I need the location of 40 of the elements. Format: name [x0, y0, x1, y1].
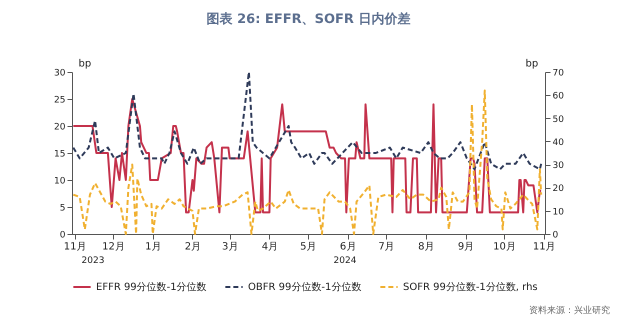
- x-tick-label: 10月: [493, 242, 516, 252]
- y2-axis-title: bp: [526, 58, 538, 70]
- text: 2024: [334, 256, 357, 266]
- line-series: [72, 90, 542, 235]
- legend-label: SOFR 99分位数-1分位数, rhs: [403, 281, 538, 293]
- y-axis-title: bp: [78, 58, 92, 70]
- text: 2023: [82, 256, 104, 266]
- y2-tick-label: 70: [552, 68, 564, 78]
- x-tick-label: 6月: [340, 242, 356, 252]
- y2-tick-label: 40: [552, 138, 564, 148]
- line-series: [72, 98, 542, 214]
- y-tick-label: 20: [54, 122, 66, 132]
- x-tick-label: 9月: [458, 242, 474, 252]
- chart-title: 图表 26: EFFR、SOFR 日内价差: [206, 12, 410, 27]
- x-tick-label: 7月: [378, 242, 395, 252]
- x-tick-label: 1月: [145, 242, 162, 252]
- x-tick-label: 8月: [418, 242, 434, 252]
- x-tick-label: 4月: [262, 242, 278, 252]
- text: 资料来源：兴业研究: [529, 305, 610, 316]
- y-tick-label: 30: [54, 68, 66, 78]
- x-tick-label: 11月: [532, 242, 556, 252]
- y-tick-label: 0: [60, 230, 66, 240]
- y2-tick-label: 0: [552, 230, 558, 240]
- line-series: [72, 71, 542, 170]
- y2-tick-label: 50: [552, 114, 564, 125]
- y-tick-label: 5: [60, 204, 66, 214]
- x-tick-label: 5月: [300, 242, 317, 252]
- x-tick-label: 2月: [184, 242, 202, 252]
- y-tick-label: 25: [54, 96, 66, 106]
- x-tick-label: 3月: [222, 242, 238, 252]
- y-tick-label: 10: [54, 176, 66, 186]
- x-tick-label: 12月: [102, 242, 125, 252]
- y2-tick-label: 20: [552, 184, 564, 194]
- y2-tick-label: 30: [552, 161, 564, 172]
- y2-tick-label: 60: [552, 92, 564, 102]
- y2-tick-label: 10: [552, 207, 564, 218]
- y-tick-label: 15: [54, 150, 66, 160]
- x-tick-label: 11月: [64, 242, 86, 252]
- legend-label: OBFR 99分位数-1分位数: [248, 281, 362, 293]
- legend-label: EFFR 99分位数-1分位数: [96, 281, 207, 293]
